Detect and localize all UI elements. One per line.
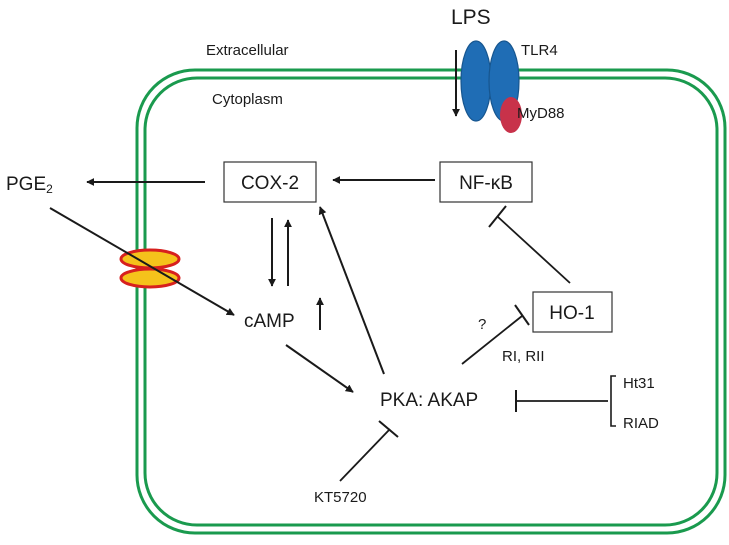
cox2-label: COX-2 — [241, 173, 299, 194]
ht31-label: Ht31 — [623, 375, 655, 392]
pka-akap-label: PKA: AKAP — [380, 390, 478, 411]
cell-membrane-inner — [143, 76, 719, 527]
ho1-inhibits-nfkb-bar — [488, 205, 507, 228]
cell-membrane-outer — [135, 68, 727, 535]
pge2-main: PGE — [6, 174, 46, 195]
kt5720-inhibits-pka-bar — [378, 420, 399, 438]
tlr4-label: TLR4 — [521, 42, 558, 59]
lps-label: LPS — [451, 6, 491, 29]
riad-label: RIAD — [623, 415, 659, 432]
cox2-box — [223, 161, 317, 203]
kt5720-label: KT5720 — [314, 489, 367, 506]
ho1-label: HO-1 — [549, 303, 594, 324]
pka-to-ho1-bar — [514, 304, 530, 326]
ho1-box — [532, 291, 613, 333]
nfkb-label: NF-κB — [459, 173, 513, 194]
camp-label: cAMP — [244, 311, 295, 332]
pge2-subscript: 2 — [46, 182, 53, 196]
pka-to-cox2-arrow — [318, 206, 385, 375]
inhibitor-bracket — [610, 375, 616, 427]
camp-to-pka-arrow — [285, 344, 354, 393]
kt5720-inhibits-pka-line — [339, 428, 391, 482]
nfkb-box — [439, 161, 533, 203]
pka-to-ho1-line — [461, 315, 523, 365]
tlr4-receptor-icon — [460, 40, 492, 122]
myd88-label: MyD88 — [517, 105, 565, 122]
ho1-inhibits-nfkb-line — [497, 216, 571, 284]
extracellular-label: Extracellular — [206, 42, 289, 59]
myd88-adaptor-icon — [500, 97, 522, 133]
cytoplasm-label: Cytoplasm — [212, 91, 283, 108]
question-label: ? — [478, 316, 486, 333]
pge2-to-camp-arrow — [49, 207, 235, 316]
pge2-label: PGE2 — [6, 174, 53, 196]
ri-rii-label: RI, RII — [502, 348, 545, 365]
